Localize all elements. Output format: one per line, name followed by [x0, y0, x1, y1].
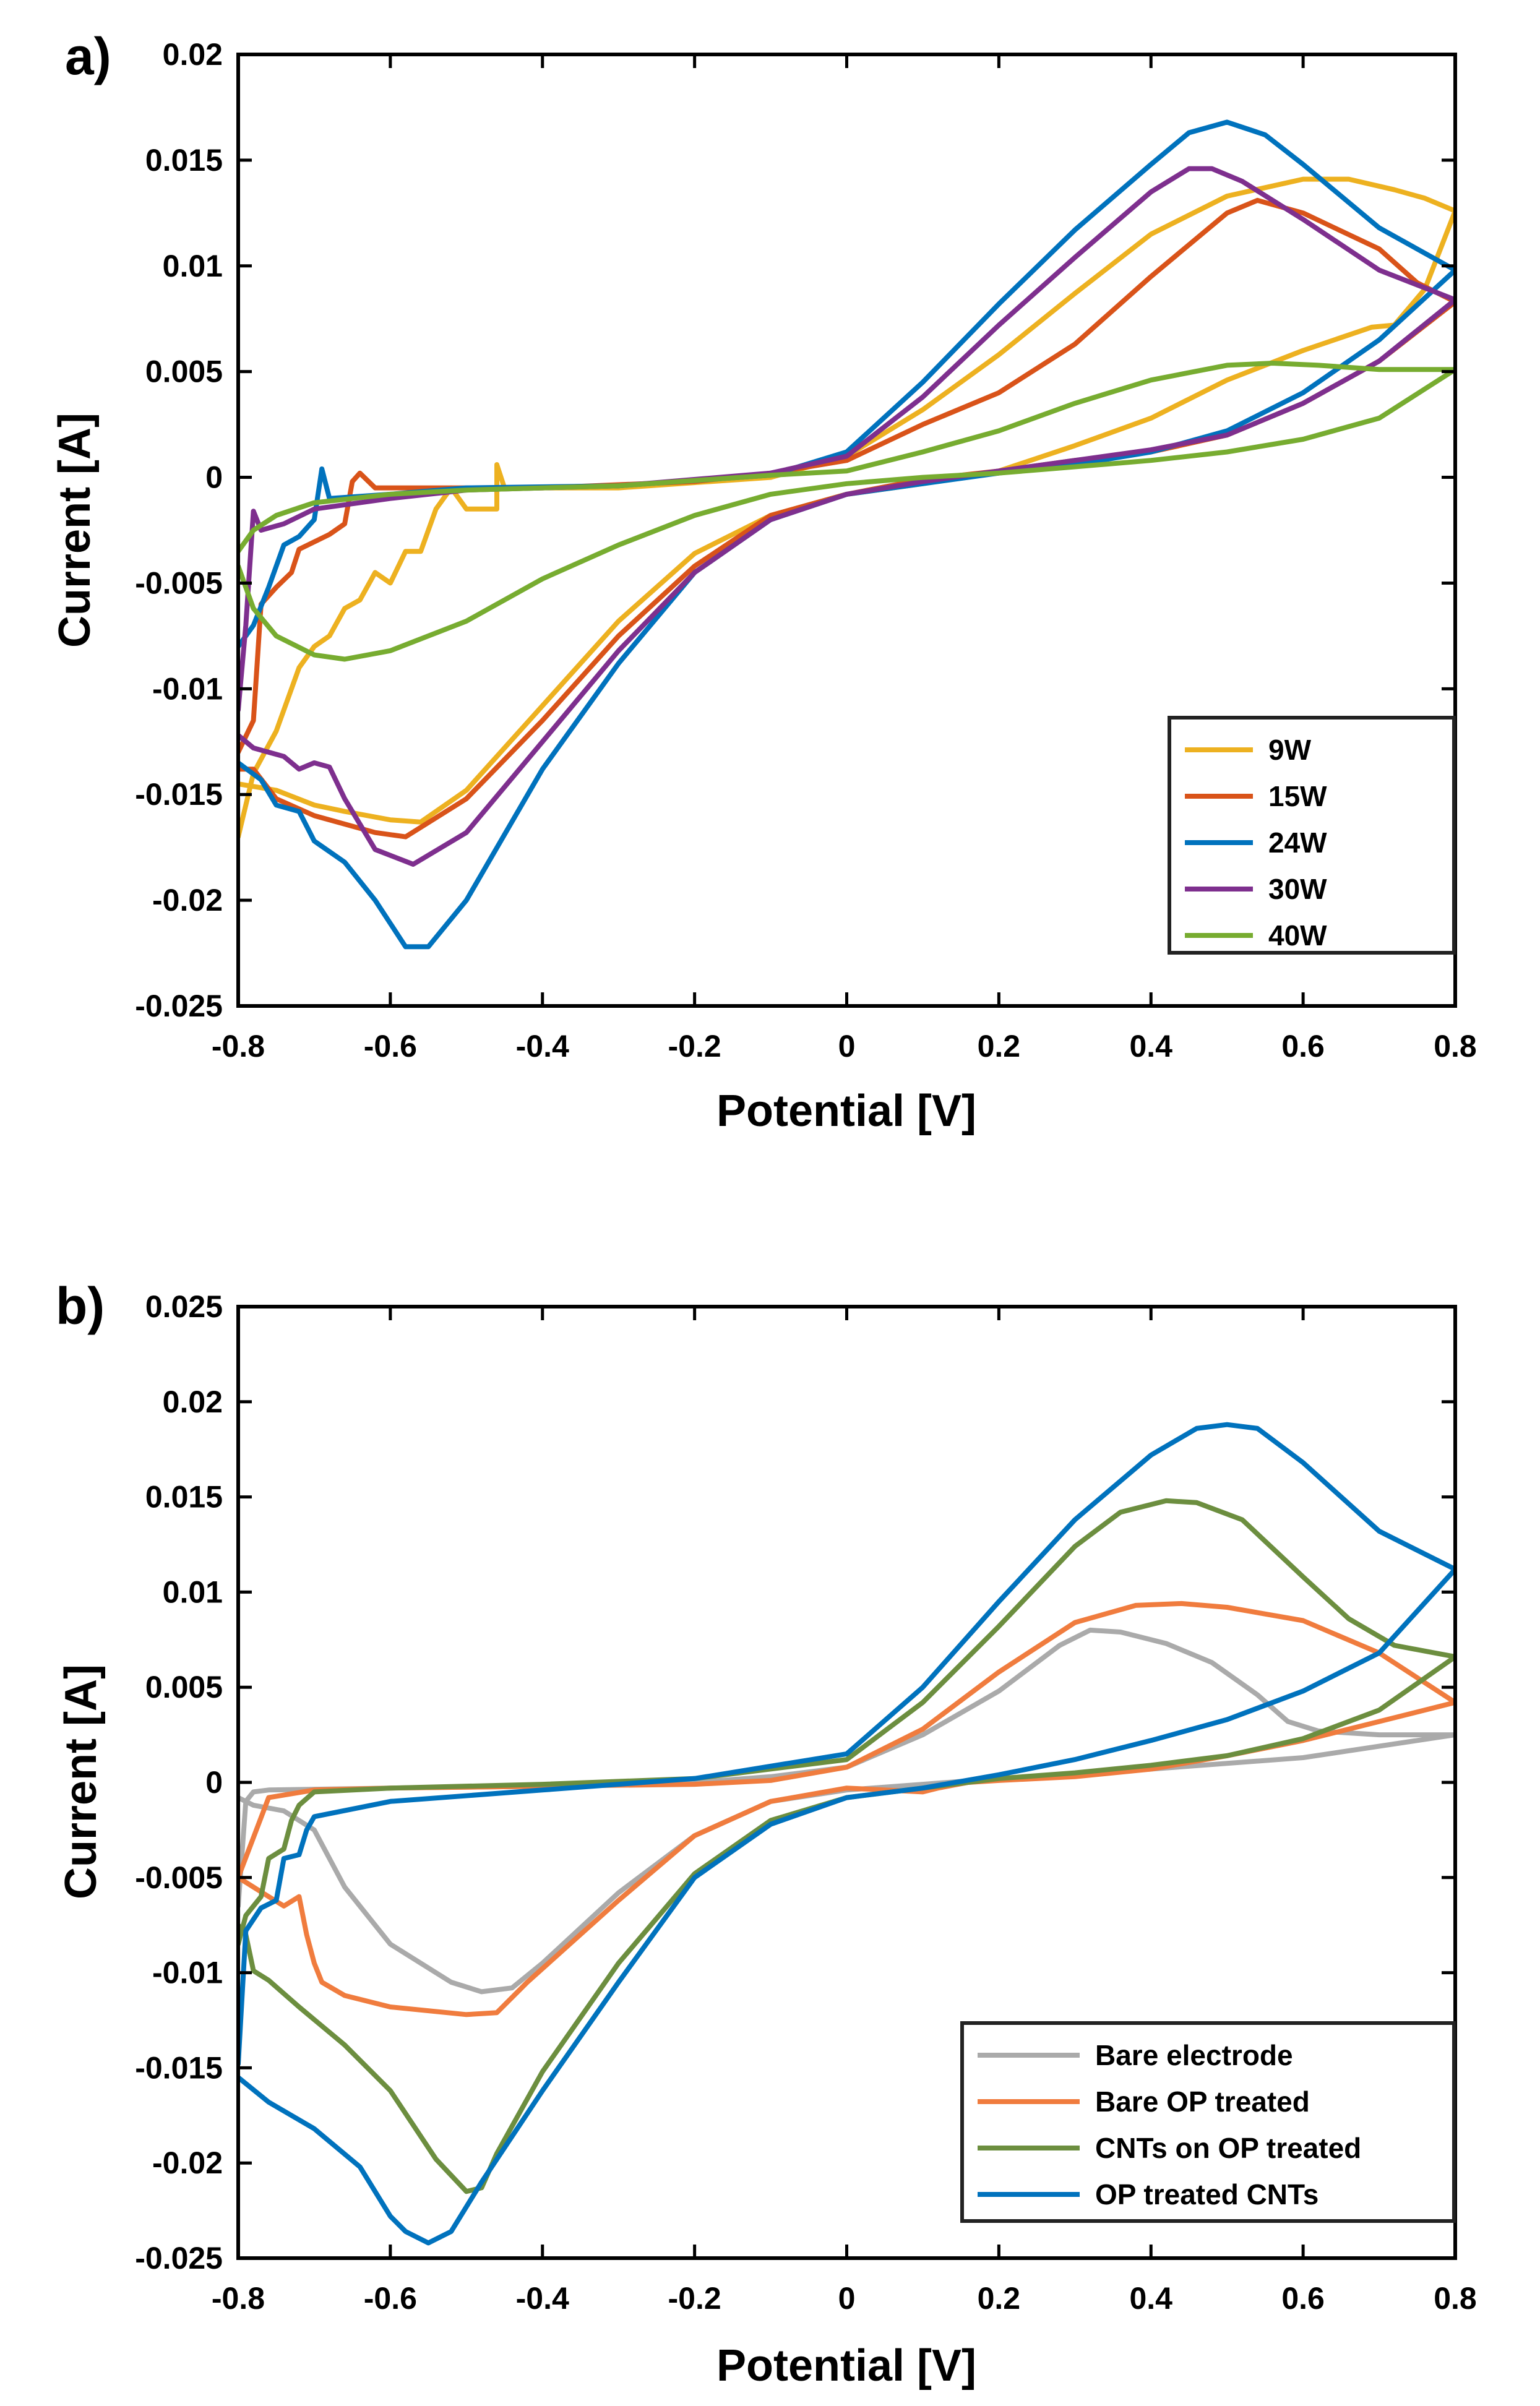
y-tick-label: 0.01	[163, 249, 223, 283]
y-tick-label: -0.025	[135, 2241, 223, 2275]
x-tick-label: 0.6	[1281, 2281, 1325, 2316]
y-tick-label: 0	[205, 1765, 223, 1800]
x-tick-label: 0	[838, 2281, 856, 2316]
y-tick-label: -0.01	[152, 671, 223, 706]
x-tick-label: -0.2	[668, 1029, 721, 1063]
y-tick-label: -0.015	[135, 777, 223, 812]
legend-label: 40W	[1268, 919, 1327, 952]
legend-label: 15W	[1268, 780, 1327, 812]
x-tick-label: 0.8	[1434, 2281, 1477, 2316]
y-tick-label: 0.015	[145, 143, 223, 178]
y-tick-label: -0.015	[135, 2050, 223, 2085]
panel-label-a: a)	[65, 27, 111, 85]
chart-panel-a: a) -0.8 -0.6 -0.4 -0.2 0 0.2 0.4 0.6 0.8 0.02 0.01…	[50, 27, 1477, 1136]
y-tick-label: 0.02	[163, 1385, 223, 1419]
series-line-op-treated-cnts	[238, 1422, 1455, 2246]
x-tick-label: 0.4	[1129, 2281, 1172, 2316]
y-tick-label: 0.005	[145, 1670, 223, 1704]
x-tick-label: -0.2	[668, 2281, 721, 2316]
chart-panel-b: b) -0.8 -0.6 -0.4 -0.2 0 0.2 0.4 0.6 0.8 0.025 0.0…	[56, 1277, 1477, 2391]
series-line-15w	[238, 197, 1455, 840]
series-line-9w	[238, 176, 1455, 840]
y-tick-label: 0	[205, 460, 223, 495]
x-tick-label: 0.4	[1129, 1029, 1172, 1063]
y-tick-label: -0.02	[152, 2146, 223, 2180]
x-tick-label: 0	[838, 1029, 856, 1063]
y-tick-label: 0.01	[163, 1575, 223, 1609]
legend-label: 30W	[1268, 873, 1327, 905]
legend-b: Bare electrode Bare OP treated CNTs on OP …	[960, 2021, 1456, 2223]
y-tick-label: -0.01	[152, 1956, 223, 1990]
legend-box	[1168, 716, 1456, 955]
y-axis-title-a: Current [A]	[50, 413, 100, 648]
legend-label: Bare OP treated	[1095, 2086, 1310, 2118]
x-tick-label: -0.8	[212, 1029, 265, 1063]
x-tick-label: 0.8	[1434, 1029, 1477, 1063]
x-tick-label: -0.8	[212, 2281, 265, 2316]
legend-label: CNTs on OP treated	[1095, 2132, 1361, 2164]
x-axis-title-a: Potential [V]	[716, 1086, 976, 1136]
legend-label: OP treated CNTs	[1095, 2178, 1318, 2211]
x-tick-label: 0.2	[978, 2281, 1021, 2316]
y-tick-label: -0.02	[152, 883, 223, 917]
series-line-bare-electrode	[238, 1627, 1455, 1995]
y-tick-label: 0.02	[163, 37, 223, 72]
x-tick-label: 0.6	[1281, 1029, 1325, 1063]
panel-label-b: b)	[56, 1277, 105, 1335]
y-tick-label: -0.005	[135, 1860, 223, 1895]
x-tick-label: -0.6	[364, 1029, 417, 1063]
y-tick-label: -0.005	[135, 565, 223, 600]
series-line-40w	[238, 361, 1455, 662]
y-tick-label: 0.005	[145, 354, 223, 389]
x-tick-label: -0.4	[516, 1029, 569, 1063]
y-tick-label: 0.015	[145, 1480, 223, 1514]
legend-label: 24W	[1268, 827, 1327, 859]
x-axis-title-b: Potential [V]	[716, 2341, 976, 2391]
legend-label: 9W	[1268, 734, 1312, 766]
y-axis-title-b: Current [A]	[56, 1664, 106, 1899]
y-tick-label: 0.025	[145, 1289, 223, 1324]
legend-a: 9W 15W 24W 30W 40W	[1168, 716, 1456, 955]
x-tick-label: -0.6	[364, 2281, 417, 2316]
x-tick-label: -0.4	[516, 2281, 569, 2316]
series-line-cnts-on-op-treated	[238, 1498, 1455, 2194]
y-tick-label: -0.025	[135, 989, 223, 1023]
x-tick-label: 0.2	[978, 1029, 1021, 1063]
series-line-bare-op-treated	[238, 1600, 1455, 2017]
legend-label: Bare electrode	[1095, 2039, 1293, 2071]
